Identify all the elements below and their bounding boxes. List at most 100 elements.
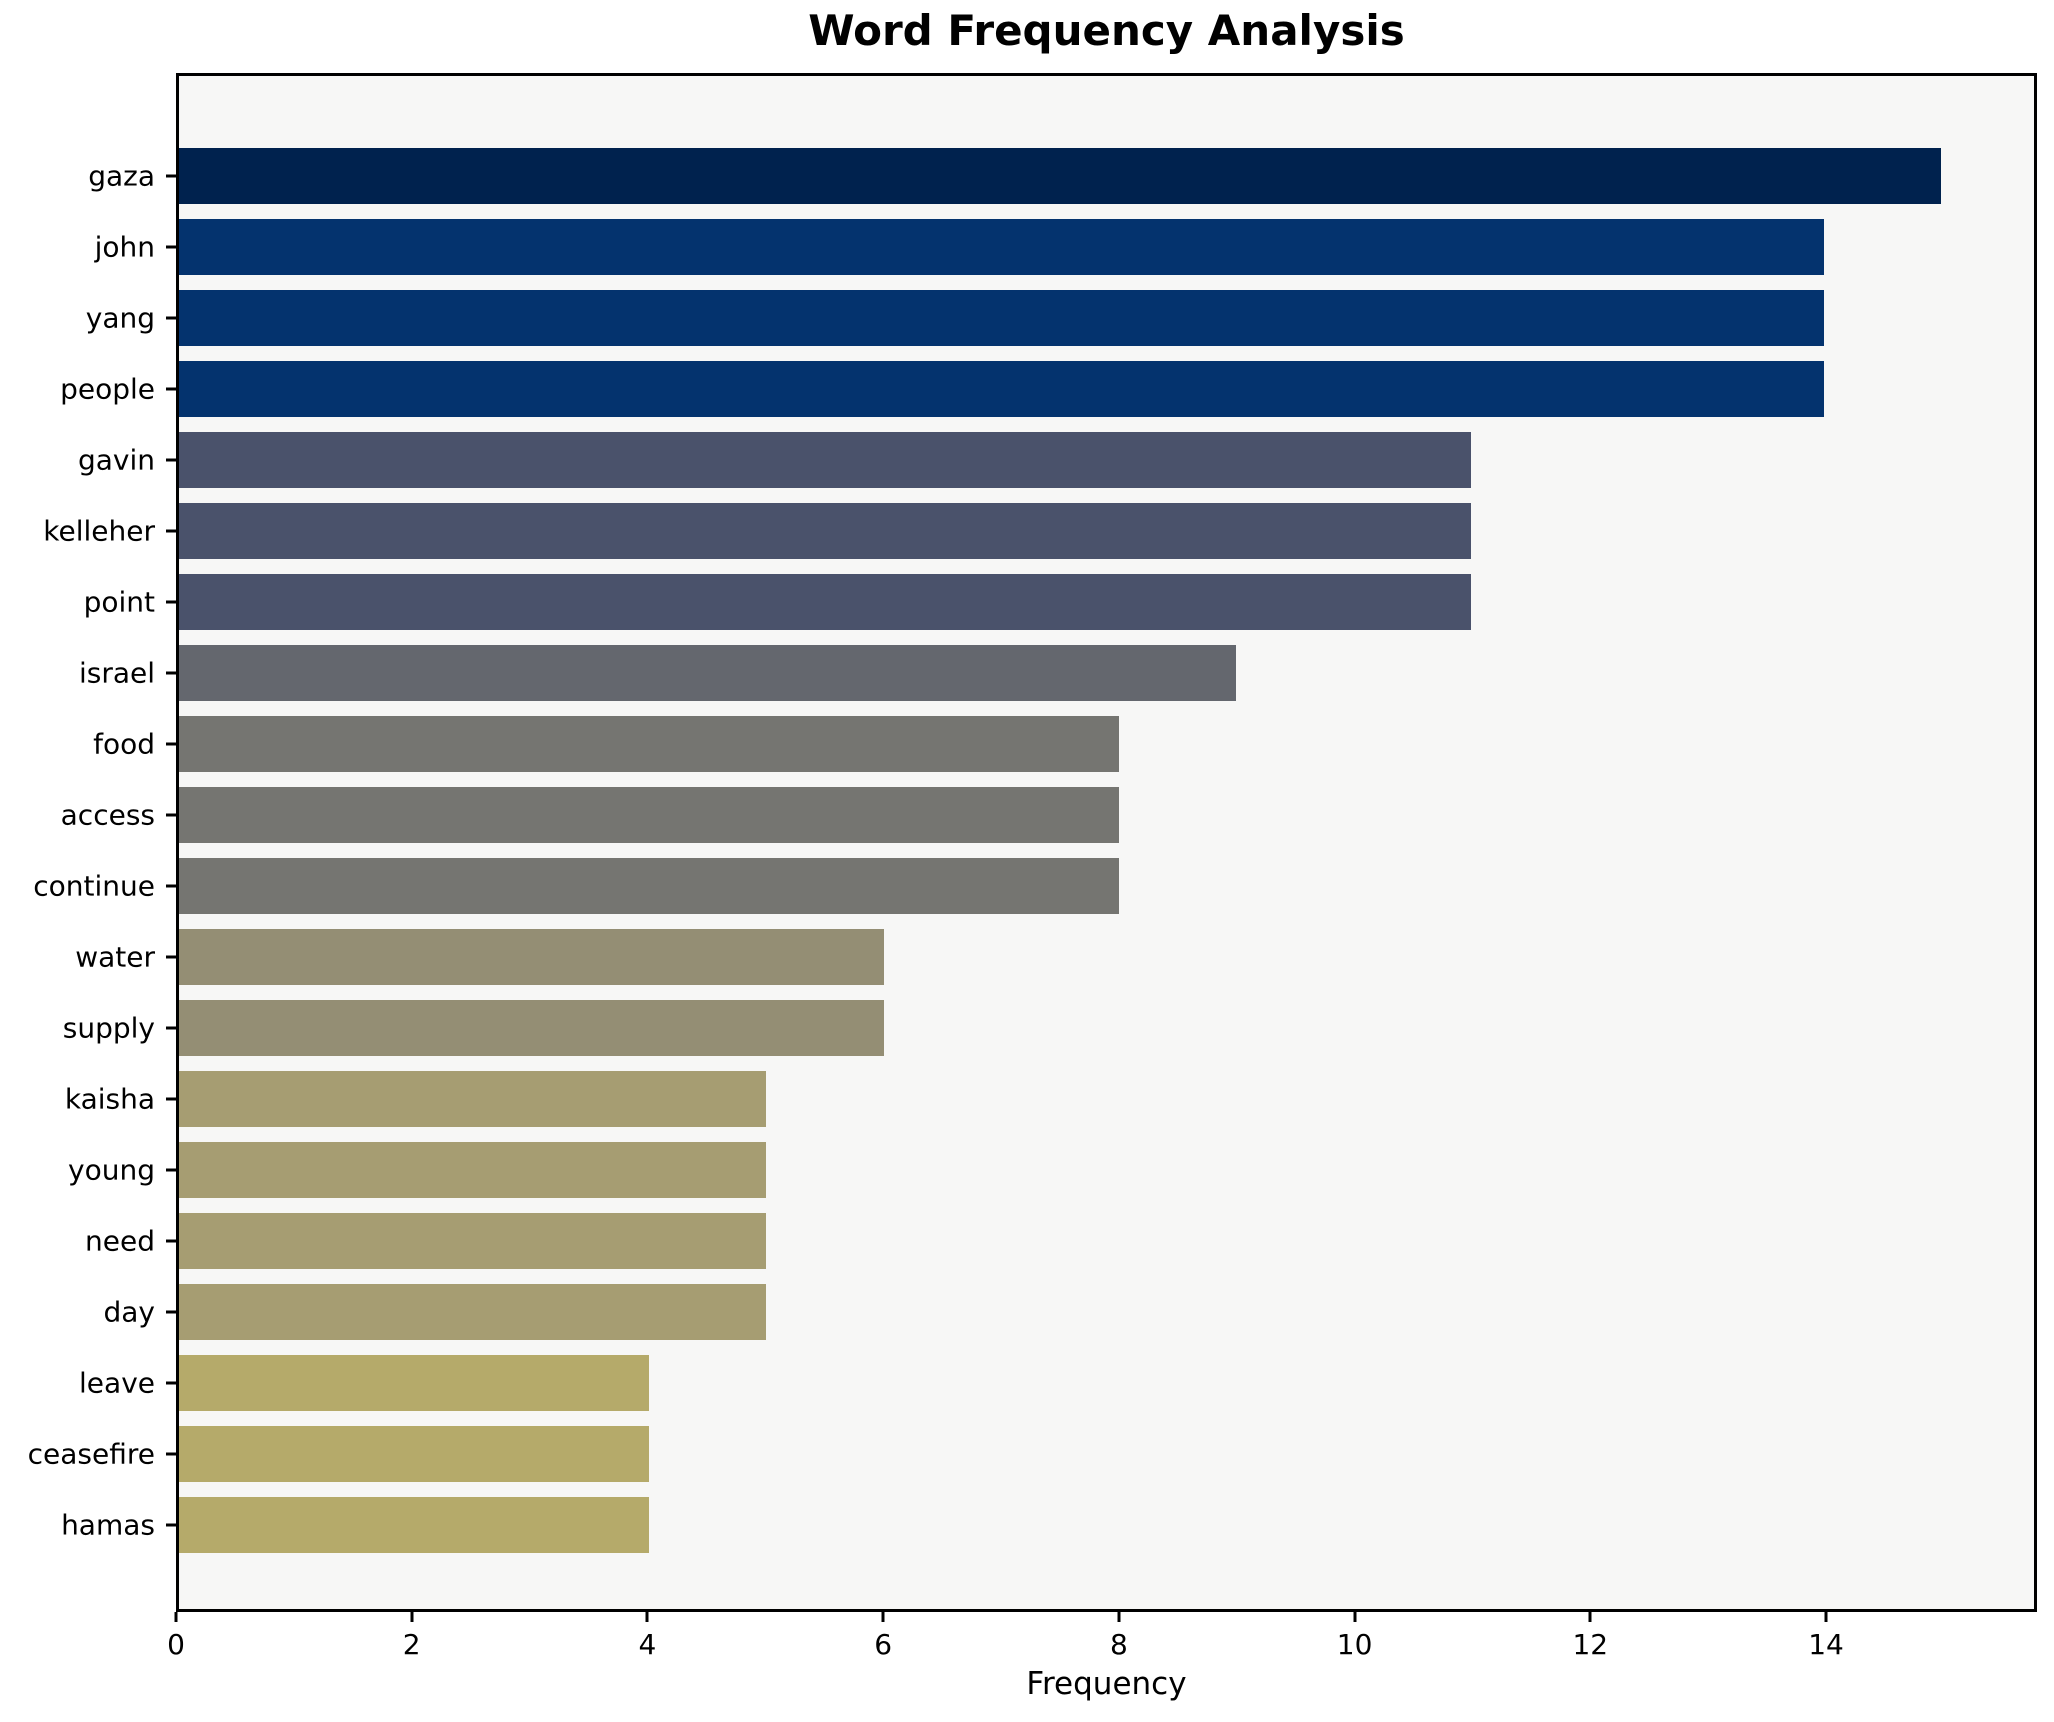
bar-row: water (75, 922, 2034, 993)
frequency-bar (179, 786, 1119, 843)
y-tick-mark (166, 671, 176, 675)
x-tick-label: 6 (874, 1628, 893, 1661)
y-axis-category-label: access (60, 798, 155, 832)
y-axis-category-label: leave (79, 1366, 155, 1400)
bar-row: people (60, 353, 2034, 424)
bar-row: israel (79, 637, 2034, 708)
y-axis-category-label: people (60, 372, 155, 406)
x-tick-label: 0 (167, 1628, 185, 1661)
frequency-bar (179, 1426, 649, 1483)
y-axis-category-label: kelleher (43, 514, 155, 548)
y-tick-mark (166, 316, 176, 320)
y-tick-mark (166, 458, 176, 462)
frequency-bar (179, 1000, 884, 1057)
y-tick-mark (166, 529, 176, 533)
y-axis-category-label: continue (33, 869, 155, 903)
y-tick-mark (166, 1452, 176, 1456)
x-tick-label: 12 (1572, 1628, 1609, 1661)
bar-row: yang (86, 282, 2034, 353)
frequency-bar (179, 1355, 649, 1412)
y-tick-mark (166, 884, 176, 888)
frequency-bar (179, 715, 1119, 772)
frequency-bar (179, 218, 1824, 275)
x-tick-mark (1824, 1612, 1828, 1622)
bar-row: john (95, 211, 2034, 282)
y-tick-mark (166, 1097, 176, 1101)
y-axis-category-label: supply (62, 1011, 155, 1045)
bar-row: continue (33, 850, 2034, 921)
x-tick-mark (174, 1612, 178, 1622)
bar-row: need (85, 1206, 2034, 1277)
y-axis-category-label: yang (85, 301, 155, 335)
frequency-bar (179, 360, 1824, 417)
x-tick-mark (881, 1612, 885, 1622)
bar-row: point (84, 566, 2034, 637)
y-axis-category-label: gaza (88, 159, 155, 193)
bar-row: food (93, 708, 2034, 779)
x-axis-label: Frequency (1026, 1666, 1187, 1702)
y-tick-mark (166, 174, 176, 178)
bar-row: kaisha (65, 1064, 2034, 1135)
y-tick-mark (166, 387, 176, 391)
frequency-bar (179, 1142, 767, 1199)
bar-row: kelleher (43, 495, 2034, 566)
y-axis-category-label: young (68, 1153, 155, 1187)
bar-row: access (61, 779, 2034, 850)
y-axis-category-label: need (85, 1224, 155, 1258)
x-tick-label: 14 (1808, 1628, 1844, 1661)
frequency-bar (179, 289, 1824, 346)
frequency-bar (179, 502, 1472, 559)
x-tick-label: 2 (402, 1628, 421, 1661)
bar-row: gavin (78, 424, 2034, 495)
bar-row: hamas (61, 1490, 2034, 1561)
x-tick-mark (1588, 1612, 1592, 1622)
chart-title: Word Frequency Analysis (808, 6, 1405, 55)
y-tick-mark (166, 600, 176, 604)
y-tick-mark (166, 813, 176, 817)
x-tick-label: 8 (1109, 1628, 1128, 1661)
y-tick-mark (166, 1026, 176, 1030)
frequency-bar (179, 857, 1119, 914)
bar-row: supply (63, 993, 2034, 1064)
frequency-bar (179, 1284, 767, 1341)
frequency-bar (179, 1497, 649, 1554)
frequency-bar (179, 644, 1237, 701)
frequency-bar (179, 147, 1942, 204)
y-axis-category-label: gavin (77, 443, 155, 477)
y-tick-mark (166, 1523, 176, 1527)
y-axis-category-label: ceasefire (27, 1437, 155, 1471)
bars-container: gaza john yang people gavin kelleher point isra… (28, 76, 2034, 1609)
y-axis-category-label: day (103, 1295, 155, 1329)
y-axis-category-label: israel (78, 656, 155, 690)
y-tick-mark (166, 1381, 176, 1385)
y-axis-category-label: hamas (61, 1508, 155, 1542)
x-tick-label: 4 (638, 1628, 657, 1661)
frequency-bar (179, 431, 1472, 488)
x-tick-label: 10 (1336, 1628, 1373, 1661)
y-axis-category-label: john (94, 230, 155, 264)
x-tick-mark (410, 1612, 414, 1622)
y-tick-mark (166, 245, 176, 249)
frequency-bar (179, 1071, 767, 1128)
y-axis-category-label: point (83, 585, 155, 619)
y-tick-mark (166, 1239, 176, 1243)
y-tick-mark (166, 1310, 176, 1314)
frequency-bar (179, 573, 1472, 630)
bar-row: leave (79, 1348, 2034, 1419)
frequency-bar (179, 929, 884, 986)
bar-row: day (103, 1277, 2034, 1348)
y-axis-category-label: water (75, 940, 155, 974)
frequency-bar (179, 1213, 767, 1270)
x-tick-mark (1117, 1612, 1121, 1622)
y-axis-category-label: kaisha (64, 1082, 155, 1116)
x-tick-mark (1353, 1612, 1357, 1622)
plot-area: gaza john yang people gavin kelleher point isra… (28, 73, 2037, 1612)
bar-row: ceasefire (28, 1419, 2034, 1490)
y-tick-mark (166, 955, 176, 959)
y-axis-category-label: food (93, 727, 155, 761)
bar-row: gaza (88, 140, 2034, 211)
y-tick-mark (166, 1168, 176, 1172)
x-tick-mark (645, 1612, 649, 1622)
bar-row: young (68, 1135, 2034, 1206)
